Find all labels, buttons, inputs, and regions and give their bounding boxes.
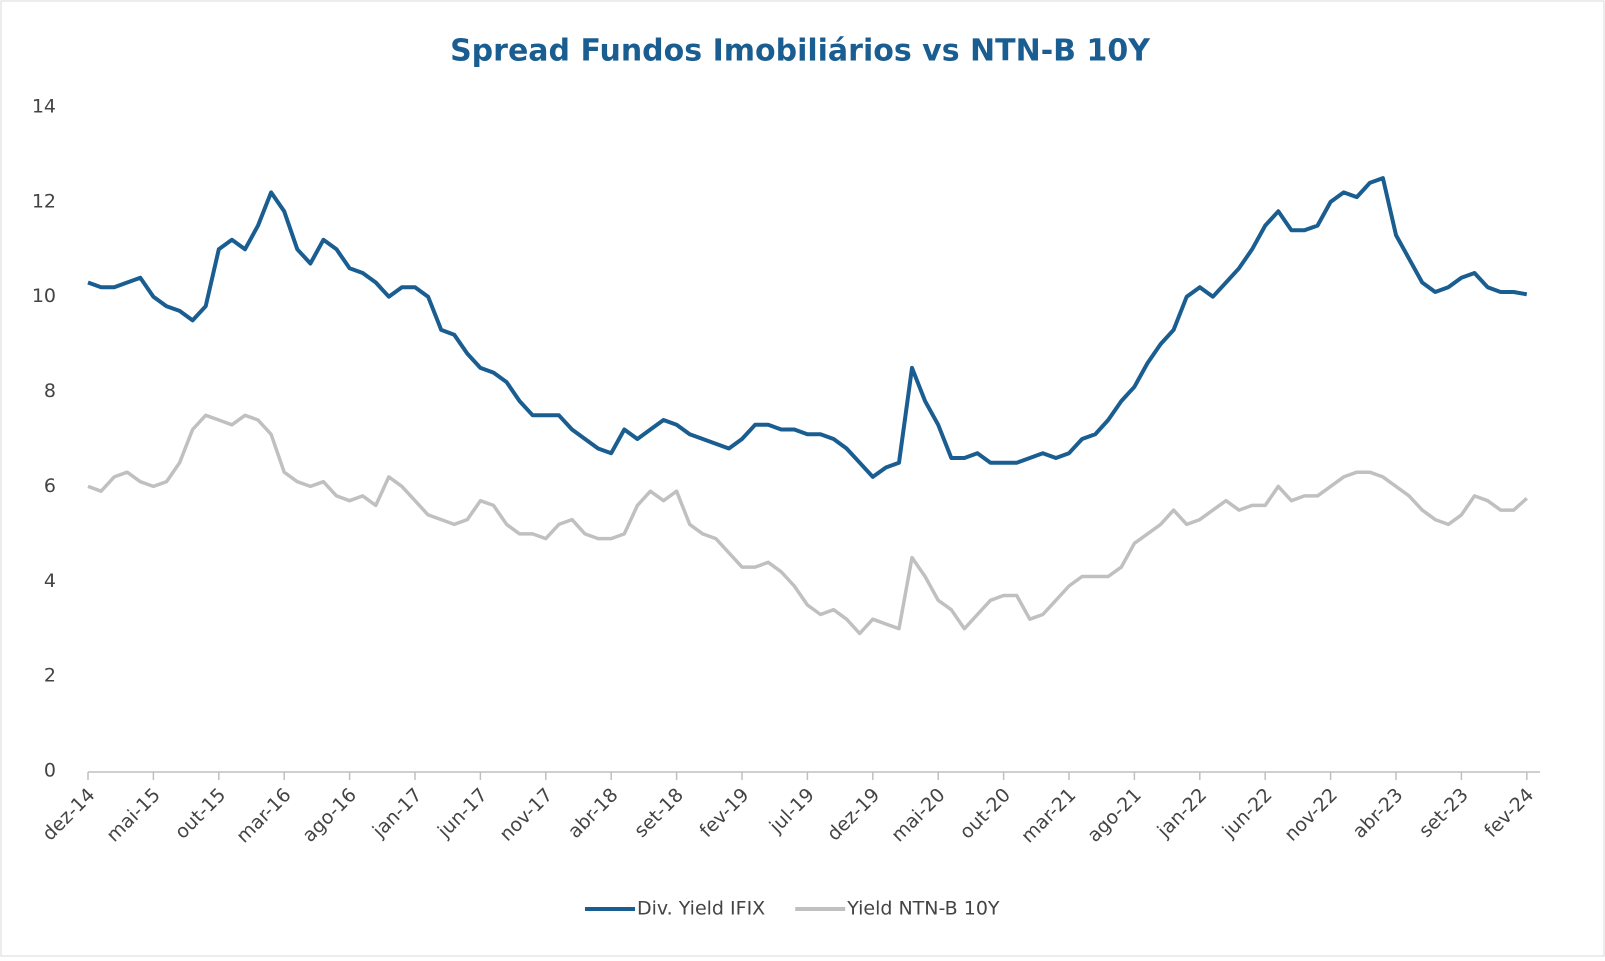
legend-label: Yield NTN-B 10Y (846, 898, 1000, 920)
legend-label: Div. Yield IFIX (637, 898, 765, 920)
chart-title: Spread Fundos Imobiliários vs NTN-B 10Y (450, 34, 1151, 69)
y-tick-label: 6 (44, 475, 56, 497)
line-series (87, 176, 1528, 479)
y-tick-label: 0 (44, 760, 56, 782)
y-tick-label: 10 (32, 285, 56, 307)
y-tick-label: 14 (32, 96, 56, 118)
line-series (87, 413, 1528, 636)
y-tick-label: 4 (44, 570, 56, 592)
y-tick-label: 8 (44, 380, 56, 402)
y-tick-label: 2 (44, 665, 56, 687)
y-tick-label: 12 (32, 190, 56, 212)
